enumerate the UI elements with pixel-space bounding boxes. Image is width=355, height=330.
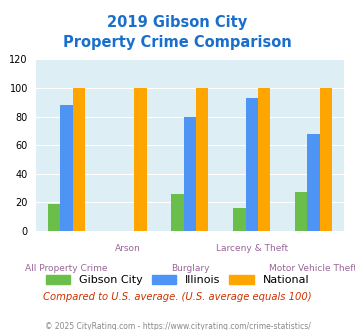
Bar	[196, 88, 208, 231]
Bar	[246, 98, 258, 231]
Text: © 2025 CityRating.com - https://www.cityrating.com/crime-statistics/: © 2025 CityRating.com - https://www.city…	[45, 322, 310, 330]
Bar	[171, 194, 184, 231]
Bar	[295, 192, 307, 231]
Bar	[233, 208, 246, 231]
Bar	[60, 105, 72, 231]
Bar	[307, 134, 320, 231]
Bar	[134, 88, 147, 231]
Text: All Property Crime: All Property Crime	[25, 264, 108, 273]
Legend: Gibson City, Illinois, National: Gibson City, Illinois, National	[42, 271, 313, 289]
Bar	[320, 88, 332, 231]
Bar	[258, 88, 270, 231]
Bar	[72, 88, 85, 231]
Text: Motor Vehicle Theft: Motor Vehicle Theft	[269, 264, 355, 273]
Bar	[184, 116, 196, 231]
Bar	[48, 204, 60, 231]
Text: Property Crime Comparison: Property Crime Comparison	[63, 35, 292, 50]
Text: Burglary: Burglary	[171, 264, 209, 273]
Text: Arson: Arson	[115, 244, 141, 253]
Text: Larceny & Theft: Larceny & Theft	[215, 244, 288, 253]
Text: Compared to U.S. average. (U.S. average equals 100): Compared to U.S. average. (U.S. average …	[43, 292, 312, 302]
Text: 2019 Gibson City: 2019 Gibson City	[107, 15, 248, 30]
